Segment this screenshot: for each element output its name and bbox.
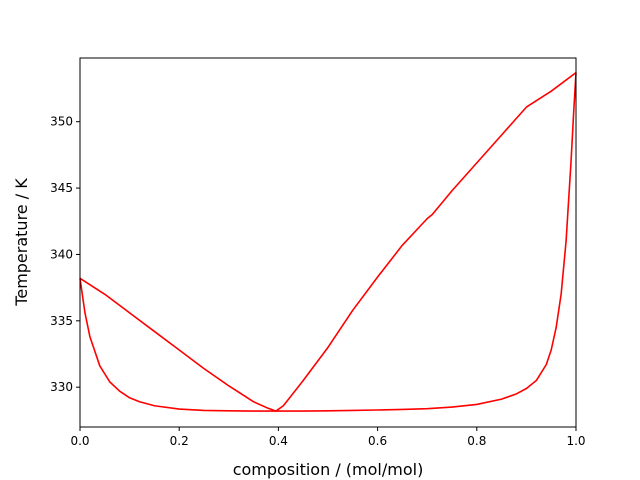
y-tick-label: 350	[50, 115, 73, 129]
x-axis-ticks: 0.0 0.2 0.4 0.6 0.8 1.0	[70, 427, 586, 448]
x-tick-label: 0.0	[70, 434, 89, 448]
y-tick-label: 340	[50, 247, 73, 261]
x-tick-label: 0.4	[269, 434, 288, 448]
x-tick-label: 0.6	[368, 434, 387, 448]
y-axis-label: Temperature / K	[12, 178, 31, 307]
series-line-2	[79, 71, 577, 412]
series-lines	[79, 71, 577, 412]
x-tick-label: 0.2	[170, 434, 189, 448]
x-tick-label: 1.0	[566, 434, 585, 448]
y-tick-label: 345	[50, 181, 73, 195]
x-axis-label: composition / (mol/mol)	[233, 460, 424, 479]
x-tick-label: 0.8	[467, 434, 486, 448]
y-tick-label: 330	[50, 380, 73, 394]
plot-frame	[79, 57, 577, 428]
series-line-1	[79, 72, 577, 412]
y-axis-ticks: 330 335 340 345 350	[50, 115, 80, 394]
y-tick-label: 335	[50, 314, 73, 328]
